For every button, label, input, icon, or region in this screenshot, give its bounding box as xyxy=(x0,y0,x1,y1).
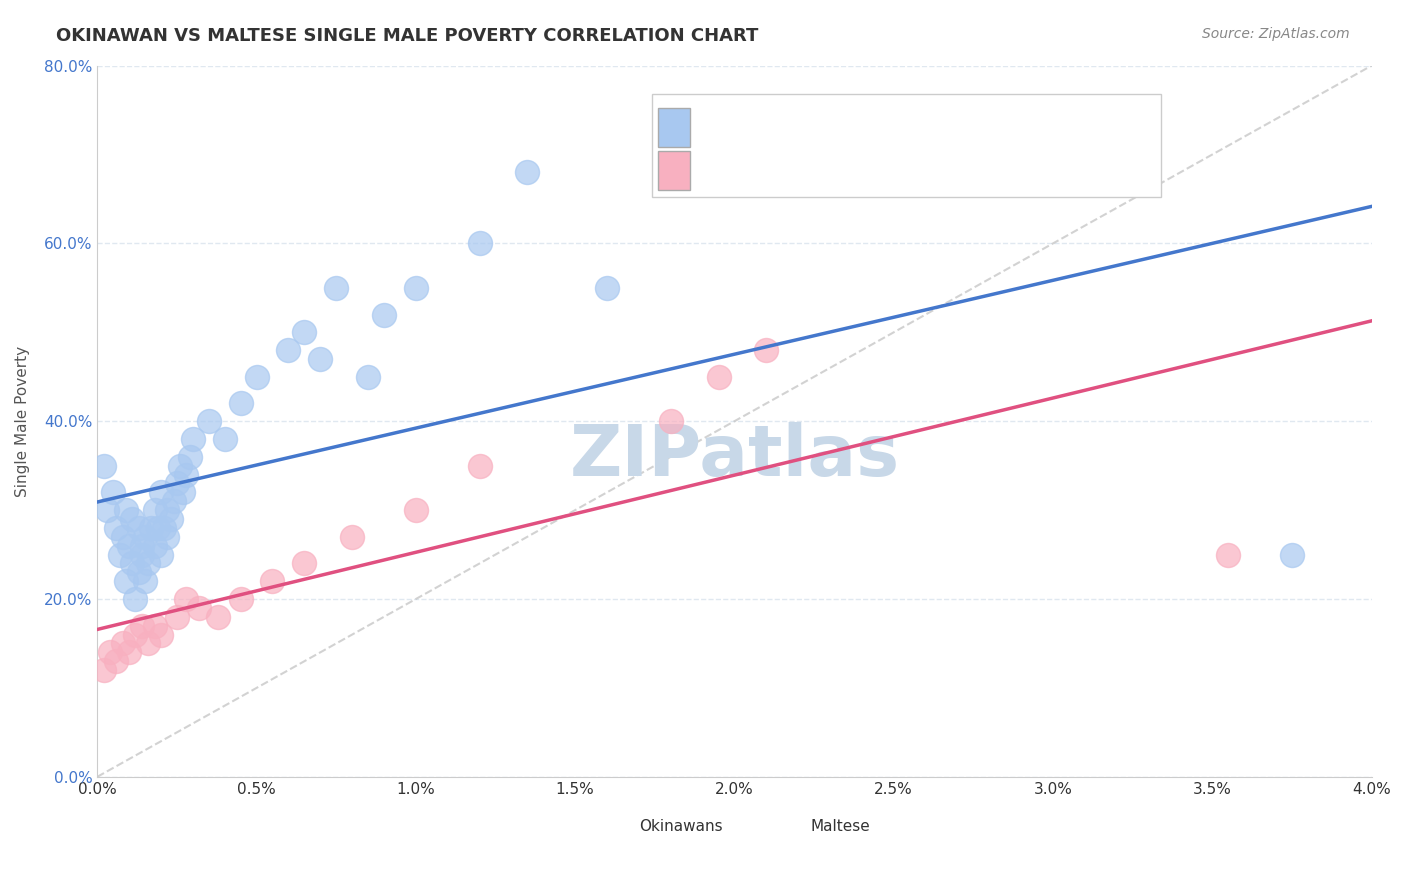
Point xyxy=(121,512,143,526)
Point xyxy=(131,539,153,553)
Text: Okinawans: Okinawans xyxy=(638,819,723,834)
Text: ZIPatlas: ZIPatlas xyxy=(569,422,900,491)
Point xyxy=(156,503,179,517)
FancyBboxPatch shape xyxy=(658,108,690,147)
Point xyxy=(245,369,267,384)
Point xyxy=(149,627,172,641)
Point xyxy=(755,343,778,357)
Point xyxy=(134,574,156,589)
Point xyxy=(101,485,124,500)
Point xyxy=(357,369,380,384)
Point xyxy=(262,574,284,589)
Point xyxy=(136,557,159,571)
Point xyxy=(1281,548,1303,562)
Point xyxy=(136,636,159,650)
Point xyxy=(115,503,138,517)
Point xyxy=(207,609,229,624)
Point xyxy=(707,369,730,384)
Point xyxy=(405,503,427,517)
Point xyxy=(111,530,134,544)
Point xyxy=(111,636,134,650)
Point xyxy=(181,432,204,446)
Point xyxy=(118,539,141,553)
Point xyxy=(141,521,163,535)
Point xyxy=(149,548,172,562)
Point xyxy=(143,618,166,632)
Point xyxy=(172,485,194,500)
Point xyxy=(128,521,150,535)
Point xyxy=(143,539,166,553)
Point xyxy=(229,396,252,410)
Point xyxy=(468,236,491,251)
Point xyxy=(197,414,219,428)
Point xyxy=(516,165,538,179)
Point xyxy=(121,557,143,571)
Point xyxy=(596,281,619,295)
Point xyxy=(98,645,121,659)
Point xyxy=(163,494,186,508)
Point xyxy=(156,530,179,544)
Point xyxy=(292,326,315,340)
Point xyxy=(131,618,153,632)
Point xyxy=(292,557,315,571)
Point xyxy=(124,627,146,641)
Point xyxy=(166,609,188,624)
FancyBboxPatch shape xyxy=(658,151,690,190)
Point xyxy=(188,601,211,615)
Point xyxy=(659,414,682,428)
FancyBboxPatch shape xyxy=(779,813,804,841)
Point xyxy=(143,503,166,517)
Point xyxy=(179,450,201,464)
Point xyxy=(93,663,115,677)
Point xyxy=(146,521,169,535)
Point xyxy=(277,343,299,357)
Text: Source: ZipAtlas.com: Source: ZipAtlas.com xyxy=(1202,27,1350,41)
Point xyxy=(118,645,141,659)
Point xyxy=(1218,548,1240,562)
Point xyxy=(159,512,181,526)
Point xyxy=(166,476,188,491)
Point xyxy=(96,503,118,517)
Point xyxy=(169,458,191,473)
Point xyxy=(124,592,146,607)
Point xyxy=(405,281,427,295)
Point xyxy=(115,574,138,589)
Point xyxy=(149,485,172,500)
Point xyxy=(105,654,128,668)
FancyBboxPatch shape xyxy=(607,813,633,841)
Text: R = 0.605   N = 24: R = 0.605 N = 24 xyxy=(696,151,866,169)
Point xyxy=(108,548,131,562)
Point xyxy=(153,521,176,535)
Point xyxy=(105,521,128,535)
Point xyxy=(176,467,198,482)
Point xyxy=(229,592,252,607)
Y-axis label: Single Male Poverty: Single Male Poverty xyxy=(15,345,30,497)
Point xyxy=(468,458,491,473)
Point xyxy=(325,281,347,295)
Text: Maltese: Maltese xyxy=(811,819,870,834)
Point xyxy=(373,308,395,322)
Point xyxy=(214,432,236,446)
Point xyxy=(131,548,153,562)
Point xyxy=(340,530,363,544)
Point xyxy=(128,566,150,580)
FancyBboxPatch shape xyxy=(651,94,1161,197)
Text: R = 0.502   N = 51: R = 0.502 N = 51 xyxy=(696,101,866,120)
Point xyxy=(134,530,156,544)
Text: OKINAWAN VS MALTESE SINGLE MALE POVERTY CORRELATION CHART: OKINAWAN VS MALTESE SINGLE MALE POVERTY … xyxy=(56,27,759,45)
Point xyxy=(176,592,198,607)
Point xyxy=(309,351,332,366)
Point xyxy=(93,458,115,473)
